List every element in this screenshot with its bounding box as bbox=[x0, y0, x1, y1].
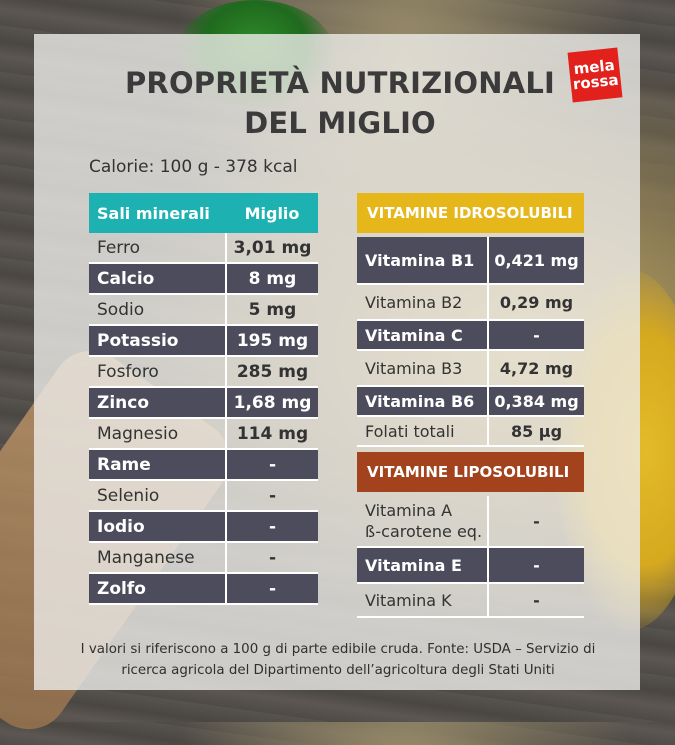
table-row: Ferro 3,01 mg bbox=[89, 233, 318, 264]
mineral-value: 114 mg bbox=[226, 418, 318, 450]
vitamin-name: Vitamina B2 bbox=[357, 285, 489, 319]
vitamin-value: 85 µg bbox=[510, 421, 563, 441]
title-line-1: PROPRIETÀ NUTRIZIONALI bbox=[124, 66, 556, 100]
mineral-value: - bbox=[226, 573, 318, 605]
vitamin-name: Vitamina B6 bbox=[357, 387, 489, 415]
vitamin-name-line-2: ß-carotene eq. bbox=[365, 522, 483, 541]
table-row: Potassio 195 mg bbox=[89, 325, 318, 357]
mineral-value: 1,68 mg bbox=[226, 387, 318, 419]
vitamin-name-line-1: Vitamina A bbox=[365, 501, 453, 520]
mineral-value: - bbox=[226, 449, 318, 481]
mineral-name: Potassio bbox=[89, 325, 227, 357]
vitamin-value: - bbox=[533, 590, 540, 610]
minerals-header-name: Sali minerali bbox=[89, 193, 226, 233]
vitamin-value: 0,29 mg bbox=[499, 292, 574, 312]
mineral-name: Magnesio bbox=[89, 418, 227, 450]
table-row: Vitamina B3 4,72 mg bbox=[357, 351, 584, 387]
table-row: Magnesio 114 mg bbox=[89, 418, 318, 450]
footnote-line-1: I valori si riferiscono a 100 g di parte… bbox=[80, 642, 596, 657]
mineral-value: 3,01 mg bbox=[226, 233, 318, 264]
mineral-value: 285 mg bbox=[226, 356, 318, 388]
vitamin-name: Vitamina C bbox=[357, 321, 489, 349]
vitamin-name: Vitamina E bbox=[357, 548, 489, 582]
table-row: Calcio 8 mg bbox=[89, 263, 318, 295]
table-row: Sodio 5 mg bbox=[89, 294, 318, 326]
mineral-value: - bbox=[226, 480, 318, 512]
mineral-value: 8 mg bbox=[226, 263, 318, 295]
vitamin-value: 0,384 mg bbox=[494, 391, 579, 411]
vitamin-name: Folati totali bbox=[357, 417, 489, 445]
vitamin-name: Vitamina B3 bbox=[357, 351, 489, 385]
table-row: Rame - bbox=[89, 449, 318, 481]
mineral-name: Zinco bbox=[89, 387, 227, 419]
vitamin-name: Vitamina A ß-carotene eq. bbox=[357, 496, 489, 546]
mineral-name: Zolfo bbox=[89, 573, 227, 605]
table-row: Zolfo - bbox=[89, 573, 318, 605]
page-title: PROPRIETÀ NUTRIZIONALI DEL MIGLIO bbox=[90, 63, 590, 143]
table-row: Vitamina B2 0,29 mg bbox=[357, 285, 584, 321]
table-row: Vitamina A ß-carotene eq. - bbox=[357, 496, 584, 548]
calories-text: Calorie: 100 g - 378 kcal bbox=[89, 157, 298, 177]
footnote-line-2: ricerca agricola del Dipartimento dell’a… bbox=[121, 663, 555, 678]
vitamin-value: 4,72 mg bbox=[499, 358, 574, 378]
minerals-header-row: Sali minerali Miglio bbox=[89, 193, 318, 233]
vitamin-value: - bbox=[533, 325, 540, 345]
vitamin-value: 0,421 mg bbox=[494, 250, 579, 270]
mineral-name: Iodio bbox=[89, 511, 227, 543]
title-line-2: DEL MIGLIO bbox=[244, 106, 436, 140]
table-row: Selenio - bbox=[89, 480, 318, 512]
table-row: Fosforo 285 mg bbox=[89, 356, 318, 388]
minerals-header-value: Miglio bbox=[226, 193, 318, 233]
mineral-value: 195 mg bbox=[226, 325, 318, 357]
fat-soluble-header: VITAMINE LIPOSOLUBILI bbox=[357, 452, 584, 492]
fat-soluble-vitamins-table: VITAMINE LIPOSOLUBILI Vitamina A ß-carot… bbox=[357, 452, 584, 618]
table-row: Vitamina K - bbox=[357, 584, 584, 618]
vitamin-value: - bbox=[533, 555, 540, 575]
mineral-name: Ferro bbox=[89, 233, 227, 264]
mineral-name: Selenio bbox=[89, 480, 227, 512]
table-row: Vitamina B6 0,384 mg bbox=[357, 387, 584, 417]
vitamin-name: Vitamina B1 bbox=[357, 237, 489, 283]
vitamin-value: - bbox=[533, 511, 540, 531]
table-row: Vitamina B1 0,421 mg bbox=[357, 237, 584, 285]
table-row: Vitamina C - bbox=[357, 321, 584, 351]
minerals-table: Sali minerali Miglio Ferro 3,01 mg Calci… bbox=[89, 193, 318, 605]
mineral-value: - bbox=[226, 511, 318, 543]
vitamin-name: Vitamina K bbox=[357, 584, 489, 616]
table-row: Folati totali 85 µg bbox=[357, 417, 584, 447]
mineral-value: 5 mg bbox=[226, 294, 318, 326]
water-soluble-header: VITAMINE IDROSOLUBILI bbox=[357, 193, 584, 233]
mineral-value: - bbox=[226, 542, 318, 574]
mineral-name: Sodio bbox=[89, 294, 227, 326]
water-soluble-vitamins-table: VITAMINE IDROSOLUBILI Vitamina B1 0,421 … bbox=[357, 193, 584, 447]
mineral-name: Calcio bbox=[89, 263, 227, 295]
mineral-name: Fosforo bbox=[89, 356, 227, 388]
table-row: Zinco 1,68 mg bbox=[89, 387, 318, 419]
source-footnote: I valori si riferiscono a 100 g di parte… bbox=[44, 639, 632, 681]
mineral-name: Rame bbox=[89, 449, 227, 481]
table-row: Vitamina E - bbox=[357, 548, 584, 584]
mineral-name: Manganese bbox=[89, 542, 227, 574]
table-row: Manganese - bbox=[89, 542, 318, 574]
table-row: Iodio - bbox=[89, 511, 318, 543]
